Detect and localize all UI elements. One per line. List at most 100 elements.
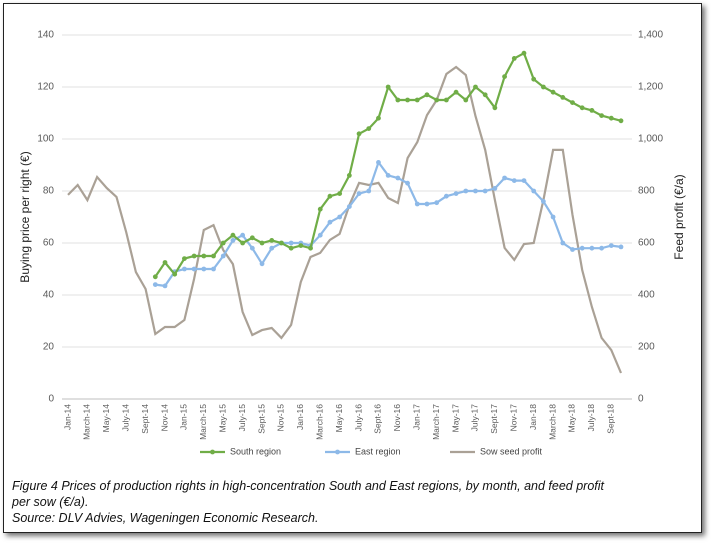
y-tick-label: 100 — [37, 134, 54, 145]
point — [191, 266, 197, 272]
point — [317, 232, 323, 238]
x-tick-label: May-18 — [567, 404, 577, 433]
point — [385, 173, 391, 178]
y2-tick-label: 0 — [638, 394, 644, 405]
point — [579, 105, 585, 111]
point — [443, 97, 449, 103]
point — [356, 131, 362, 137]
point — [366, 126, 372, 131]
point — [473, 188, 478, 194]
x-tick-label: Nov-15 — [276, 404, 286, 432]
x-tick-label: Jan-15 — [179, 404, 189, 430]
point — [191, 253, 197, 259]
caption-text: Figure 4 Prices of production rights in … — [12, 479, 605, 509]
point — [288, 240, 294, 246]
x-tick-label: July-14 — [120, 404, 130, 432]
point — [259, 261, 265, 267]
point — [337, 214, 343, 220]
point — [356, 191, 362, 197]
y-tick-label: 80 — [43, 186, 55, 197]
point — [395, 175, 401, 181]
point — [162, 260, 168, 265]
point — [395, 97, 401, 103]
y2-tick-label: 1,400 — [638, 30, 663, 41]
x-tick-label: Sept-15 — [256, 404, 266, 434]
point — [570, 247, 575, 252]
x-tick-label: July-18 — [586, 404, 596, 432]
point — [502, 175, 507, 181]
y2-tick-label: 800 — [638, 186, 655, 197]
point — [511, 56, 517, 61]
point — [589, 245, 595, 251]
point — [288, 245, 294, 251]
point — [550, 214, 556, 220]
legend-marker — [210, 449, 215, 455]
point — [405, 180, 410, 186]
point — [618, 244, 624, 250]
y2-tick-label: 600 — [638, 238, 655, 249]
point — [182, 266, 187, 272]
point — [531, 188, 537, 194]
point — [376, 160, 381, 165]
x-tick-label: March-18 — [547, 404, 557, 440]
legend-label: East region — [355, 446, 401, 456]
x-tick-label: May-17 — [450, 404, 460, 433]
point — [453, 191, 459, 197]
point — [346, 173, 352, 178]
y2-tick-label: 1,000 — [638, 134, 663, 145]
x-tick-label: Nov-14 — [159, 404, 169, 432]
point — [511, 178, 517, 184]
y-tick-label: 60 — [43, 238, 55, 249]
y-tick-label: 40 — [43, 290, 55, 301]
y-tick-label: 20 — [43, 342, 55, 353]
point — [259, 240, 265, 246]
series-line — [67, 65, 623, 374]
legend-marker — [335, 449, 340, 455]
x-tick-label: Jan-14 — [62, 404, 72, 430]
point — [182, 256, 187, 261]
x-tick-label: Nov-17 — [509, 404, 519, 432]
point — [211, 253, 216, 259]
point — [540, 84, 546, 90]
point — [269, 245, 275, 251]
source-text: Source: DLV Advies, Wageningen Economic … — [12, 511, 319, 525]
x-tick-label: Sept-14 — [140, 404, 150, 434]
point — [346, 204, 352, 210]
point — [443, 193, 449, 199]
caption: Figure 4 Prices of production rights in … — [12, 478, 612, 526]
point — [599, 245, 604, 251]
y-tick-label: 0 — [48, 394, 54, 405]
point — [366, 188, 372, 194]
point — [463, 188, 469, 194]
legend-label: South region — [230, 446, 281, 456]
point — [249, 245, 255, 251]
x-tick-label: May-15 — [217, 404, 227, 433]
x-tick-label: Sept-16 — [373, 404, 383, 434]
point — [414, 201, 420, 207]
point — [230, 232, 236, 238]
x-tick-label: July-15 — [237, 404, 247, 432]
point — [337, 191, 343, 197]
point — [201, 253, 207, 259]
point — [521, 50, 527, 56]
point — [560, 240, 566, 246]
point — [453, 89, 459, 95]
point — [269, 238, 275, 243]
point — [502, 74, 507, 79]
point — [414, 97, 420, 103]
y2-tick-label: 200 — [638, 342, 655, 353]
x-tick-label: March-17 — [431, 404, 441, 440]
point — [317, 206, 323, 212]
legend-label: Sow seed profit — [480, 446, 543, 456]
frame — [3, 3, 702, 533]
point — [589, 108, 595, 113]
point — [424, 201, 430, 207]
point — [560, 95, 566, 100]
point — [540, 199, 546, 204]
x-tick-label: March-14 — [82, 404, 92, 440]
point — [570, 100, 575, 105]
x-tick-label: Jan-16 — [295, 404, 305, 430]
y-axis-label: Buying price per right (€) — [18, 151, 32, 282]
